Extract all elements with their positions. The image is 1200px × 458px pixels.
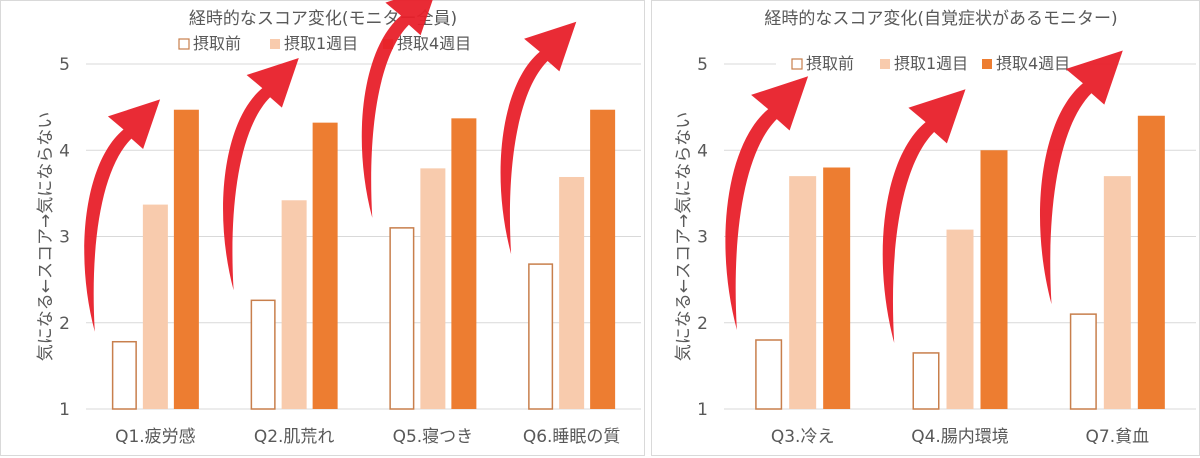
legend-label: 摂取1週目 — [894, 54, 968, 73]
legend-swatch — [178, 38, 190, 50]
bar-week1 — [281, 200, 307, 409]
y-tick-label: 2 — [697, 314, 708, 334]
legend-background — [776, 54, 1084, 76]
bar-week1 — [420, 168, 446, 409]
legend-background — [163, 34, 485, 56]
x-category-label: Q4.腸内環境 — [911, 427, 1009, 447]
red-curved-arrow-icon — [500, 21, 577, 255]
bar-week4 — [312, 122, 338, 410]
bar-before — [755, 339, 783, 410]
bar-week1 — [1103, 176, 1131, 409]
x-category-label: Q3.冷え — [771, 427, 835, 447]
bar-week1 — [946, 229, 974, 409]
legend-swatch — [982, 59, 992, 69]
bar-week4 — [451, 118, 477, 410]
bar-before — [111, 340, 137, 410]
x-category-label: Q7.貧血 — [1086, 427, 1150, 447]
legend-swatch — [880, 59, 890, 69]
legend-swatch — [791, 58, 803, 70]
chart-title: 経時的なスコア変化(自覚症状があるモニター) — [764, 9, 1117, 29]
chart-panel-symptomatic-monitors: 経時的なスコア変化(自覚症状があるモニター) 1 2 3 4 5 気になる←スコア→気になら… — [651, 0, 1200, 456]
bar-before — [389, 227, 415, 410]
chart-title: 経時的なスコア変化(モニター全員) — [189, 9, 457, 29]
y-tick-label: 5 — [697, 55, 708, 75]
chart-panel-all-monitors: 経時的なスコア変化(モニター全員) 1 2 3 4 5 気になる←スコア→気にならない 摂取前… — [0, 0, 645, 456]
bar-week4 — [590, 109, 616, 410]
y-tick-label: 1 — [697, 400, 708, 420]
red-curved-arrow-icon — [1039, 50, 1123, 305]
x-category-label: Q1.疲労感 — [115, 427, 196, 447]
legend-swatch — [270, 39, 280, 49]
bar-week1 — [142, 204, 168, 409]
y-axis-label: 気になる←スコア→気にならない — [674, 112, 694, 362]
bar-before — [912, 352, 940, 410]
y-tick-label: 5 — [59, 55, 70, 75]
red-curved-arrow-icon — [725, 76, 809, 330]
bar-week1 — [789, 176, 817, 409]
bar-week4 — [1137, 115, 1165, 409]
bar-before — [1069, 313, 1097, 410]
legend-label: 摂取4週目 — [397, 34, 471, 53]
legend-label: 摂取前 — [193, 34, 241, 53]
y-tick-label: 4 — [697, 141, 708, 161]
red-curved-arrow-icon — [361, 0, 433, 218]
y-tick-label: 2 — [59, 314, 70, 334]
x-category-label: Q5.寝つき — [393, 426, 474, 447]
red-curved-arrow-icon — [84, 99, 161, 332]
legend-label: 摂取前 — [806, 54, 854, 73]
red-curved-arrow-icon — [882, 89, 966, 343]
red-curved-arrow-icon — [223, 58, 299, 291]
bar-week4 — [980, 150, 1008, 409]
bar-before — [528, 263, 554, 410]
bar-week4 — [823, 167, 851, 409]
bar-week4 — [173, 109, 199, 410]
y-tick-label: 4 — [59, 141, 70, 161]
bar-before — [250, 299, 276, 410]
y-tick-label: 3 — [697, 228, 708, 248]
chart-all-monitors: 経時的なスコア変化(モニター全員) 1 2 3 4 5 気になる←スコア→気にならない 摂取前… — [36, 0, 641, 447]
legend-label: 摂取1週目 — [284, 34, 358, 53]
y-axis-label: 気になる←スコア→気にならない — [36, 112, 56, 362]
legend-label: 摂取4週目 — [996, 54, 1070, 73]
y-tick-label: 3 — [59, 228, 70, 248]
chart-symptomatic-monitors: 経時的なスコア変化(自覚症状があるモニター) 1 2 3 4 5 気になる←スコア→気になら… — [674, 9, 1196, 447]
y-tick-label: 1 — [59, 400, 70, 420]
x-category-label: Q6.睡眠の質 — [523, 427, 621, 447]
x-category-label: Q2.肌荒れ — [254, 427, 335, 447]
bar-week1 — [559, 176, 585, 409]
